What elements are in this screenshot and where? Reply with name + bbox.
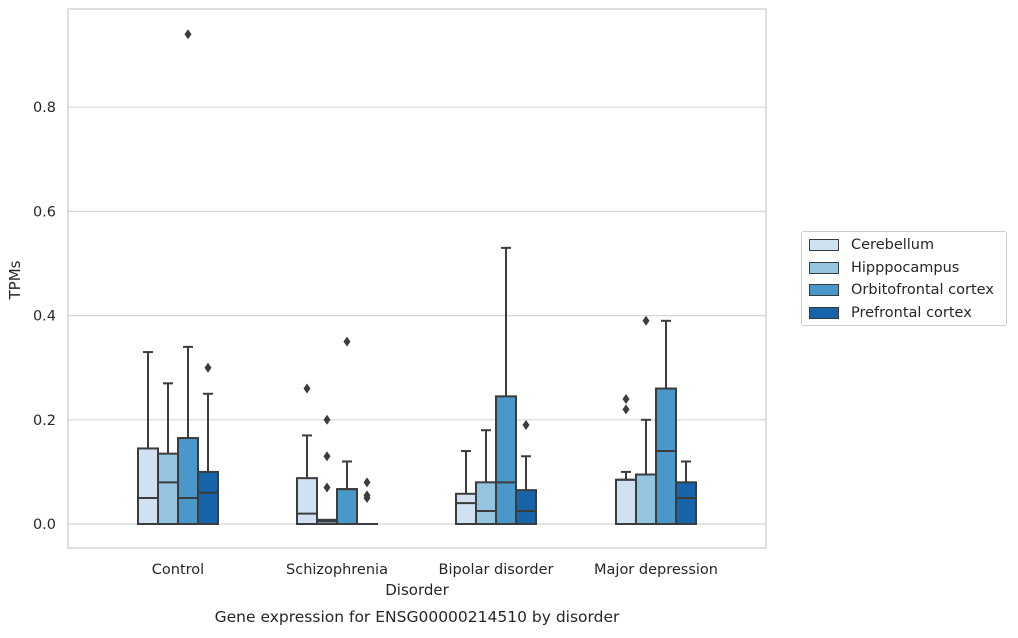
y-tick-label: 0.8: [33, 100, 56, 116]
legend-label: Hipppocampus: [851, 260, 959, 276]
box: [616, 480, 636, 524]
box: [476, 482, 496, 524]
box: [297, 478, 317, 524]
y-tick-label: 0.2: [33, 413, 56, 429]
legend-swatch: [809, 307, 839, 319]
box: [456, 494, 476, 524]
legend-item: Cerebellum: [809, 235, 934, 255]
box: [636, 475, 656, 524]
legend-swatch: [809, 262, 839, 274]
legend-item: Prefrontal cortex: [809, 303, 972, 323]
box: [138, 448, 158, 524]
box: [198, 472, 218, 524]
legend-item: Hipppocampus: [809, 258, 959, 278]
x-tick-label: Control: [152, 562, 204, 578]
y-tick-label: 0.4: [33, 309, 56, 325]
x-tick-label: Major depression: [594, 562, 718, 578]
chart-title: Gene expression for ENSG00000214510 by d…: [215, 608, 620, 626]
y-axis-label: TPMs: [6, 260, 24, 300]
y-tick-label: 0.0: [33, 517, 56, 533]
legend-label: Prefrontal cortex: [851, 305, 972, 321]
box: [676, 482, 696, 524]
box: [516, 490, 536, 524]
x-tick-labels: Control Schizophrenia Bipolar disorder Majo…: [152, 562, 718, 578]
x-tick-label: Bipolar disorder: [439, 562, 554, 578]
box: [178, 438, 198, 524]
box: [496, 396, 516, 524]
legend-label: Orbitofrontal cortex: [851, 282, 994, 298]
legend-swatch: [809, 239, 839, 251]
x-axis-label: Disorder: [385, 581, 449, 599]
legend-label: Cerebellum: [851, 237, 934, 253]
legend-item: Orbitofrontal cortex: [809, 280, 994, 300]
box: [656, 389, 676, 524]
x-tick-label: Schizophrenia: [286, 562, 388, 578]
y-tick-label: 0.6: [33, 204, 56, 220]
legend-swatch: [809, 284, 839, 296]
box: [337, 489, 357, 524]
legend: Cerebellum Hipppocampus Orbitofrontal co…: [801, 231, 1007, 326]
box: [158, 454, 178, 524]
y-tick-labels: 0.0 0.2 0.4 0.6 0.8: [33, 100, 56, 533]
